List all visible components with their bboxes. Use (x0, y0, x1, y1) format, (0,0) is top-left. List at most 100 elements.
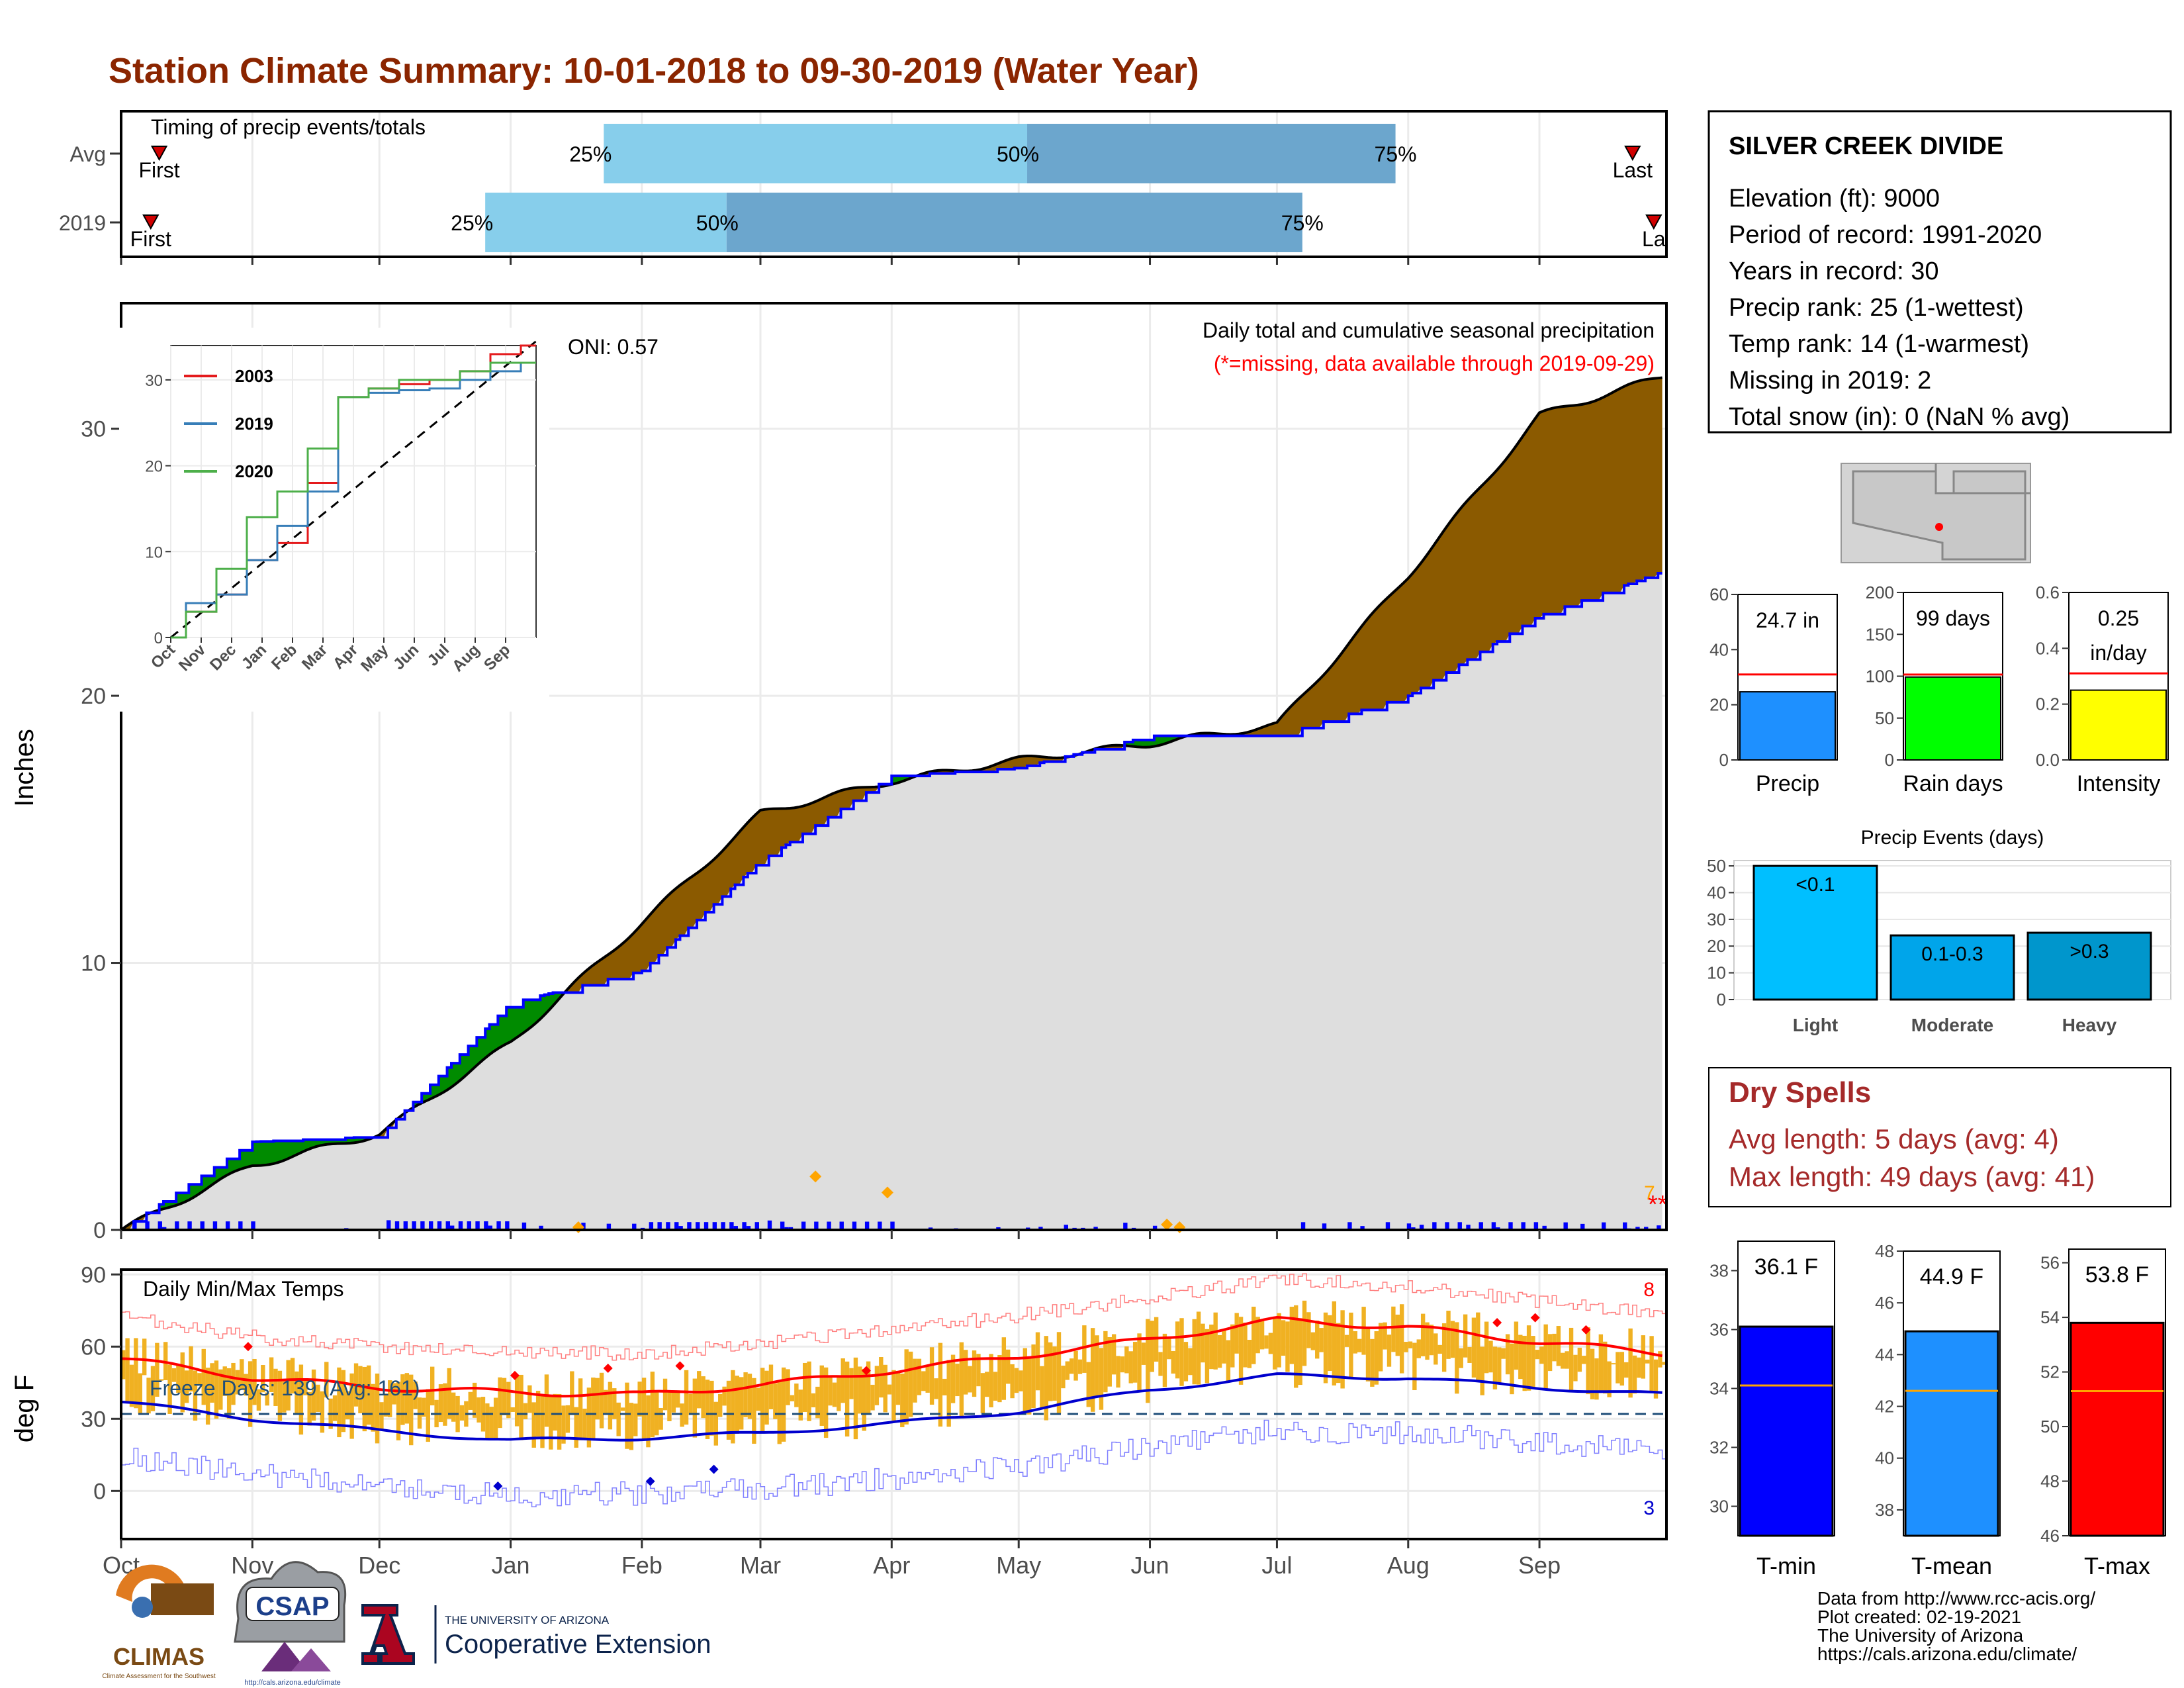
daily-temp-bar (298, 1364, 304, 1435)
daily-temp-bar (1526, 1325, 1531, 1391)
daily-temp-bar (1273, 1317, 1277, 1370)
daily-precip-bar (445, 1221, 450, 1230)
summary-bar-label: Rain days (1903, 771, 2003, 796)
daily-temp-bar (735, 1376, 739, 1434)
daily-precip-bar (852, 1221, 857, 1230)
daily-temp-bar (138, 1373, 142, 1414)
daily-temp-bar (1573, 1354, 1578, 1382)
daily-temp-bar (692, 1378, 698, 1438)
daily-temp-bar (705, 1380, 710, 1440)
last-event-marker (1624, 146, 1641, 162)
daily-temp-bar (997, 1354, 1002, 1403)
daily-temp-bar (1090, 1328, 1095, 1412)
daily-precip-bar (225, 1221, 230, 1230)
daily-temp-bar (942, 1378, 947, 1395)
daily-temp-bar (265, 1392, 269, 1406)
daily-precip-bar (632, 1223, 637, 1230)
daily-temp-bar (1188, 1348, 1193, 1376)
summary-bar-value-unit: in/day (2090, 641, 2146, 665)
daily-precip-bar (420, 1221, 425, 1230)
daily-temp-bar (1611, 1363, 1616, 1365)
record-high-marker (243, 1342, 253, 1352)
daily-temp-bar (667, 1390, 672, 1421)
record-high-marker (861, 1366, 871, 1376)
daily-temp-bar (798, 1389, 803, 1421)
daily-temp-bar (1289, 1307, 1295, 1364)
daily-temp-bar (1637, 1357, 1641, 1378)
daily-temp-bar (1535, 1350, 1540, 1360)
summary-bar-value: 0.25 (2098, 606, 2139, 630)
daily-temp-bar (756, 1387, 760, 1411)
daily-temp-bar (786, 1369, 790, 1405)
record-low-marker (709, 1464, 719, 1474)
daily-temp-bar (913, 1358, 917, 1403)
daily-precip-bar (814, 1221, 819, 1230)
daily-temp-bar (1361, 1307, 1366, 1355)
daily-precip-bar (1360, 1226, 1365, 1230)
daily-temp-bar (1446, 1311, 1451, 1359)
daily-temp-bar (1556, 1326, 1561, 1366)
daily-temp-bar (908, 1351, 913, 1417)
precip-y-tick-label: 10 (81, 951, 106, 976)
timing-p50-label: 50% (696, 211, 739, 235)
temp-summary-label: T-max (2084, 1552, 2150, 1579)
daily-precip-bar (674, 1222, 679, 1230)
daily-temp-bar (794, 1383, 799, 1407)
temp-summary-label: T-mean (1911, 1552, 1992, 1579)
daily-temp-bar (451, 1392, 456, 1422)
daily-temp-bar (1365, 1327, 1371, 1382)
daily-temp-bar (1539, 1346, 1544, 1364)
daily-temp-bar (989, 1354, 993, 1407)
temp-summary-tmean: 38 40 42 44 46 48 44.9 F T-mean (1875, 1241, 2001, 1579)
daily-temp-bar (1662, 1362, 1666, 1365)
summary-bar-raindays: 0 50 100 150 200 99 days Rain days (1866, 583, 2003, 796)
daily-temp-bar (1132, 1342, 1138, 1383)
station-info-box: SILVER CREEK DIVIDE Elevation (ft): 9000… (1707, 110, 2172, 434)
daily-precip-bar (1508, 1222, 1513, 1230)
daily-precip-bar (1406, 1223, 1412, 1230)
daily-precip-bar (746, 1226, 751, 1230)
precip-y-tick-label: 20 (81, 684, 106, 709)
daily-temp-bar (895, 1370, 901, 1405)
daily-temp-bar (578, 1378, 583, 1440)
daily-temp-bar (773, 1383, 778, 1419)
daily-temp-bar (400, 1374, 405, 1425)
daily-temp-bar (701, 1376, 705, 1419)
daily-temp-bar (688, 1393, 693, 1415)
daily-precip-bar (539, 1225, 543, 1230)
month-label: May (996, 1552, 1041, 1579)
daily-precip-bar (458, 1221, 463, 1230)
normal-min-line (120, 1372, 1662, 1442)
daily-temp-bar (375, 1373, 380, 1444)
daily-temp-bar (1217, 1335, 1222, 1368)
temp-summary-tick-label: 38 (1875, 1500, 1894, 1520)
daily-temp-bar (1590, 1348, 1595, 1399)
first-event-marker (142, 214, 159, 230)
daily-precip-bar (429, 1221, 433, 1230)
daily-temp-bar (1547, 1334, 1553, 1372)
daily-precip-bar (1644, 1227, 1649, 1230)
daily-temp-bar (790, 1395, 795, 1401)
credit-line: https://cals.arizona.edu/climate/ (1817, 1644, 2077, 1664)
daily-temp-bar (811, 1393, 816, 1407)
daily-temp-bar (1467, 1347, 1472, 1363)
station-info-line: Missing in 2019: 2 (1729, 367, 1931, 395)
daily-temp-bar (726, 1380, 731, 1440)
daily-temp-bar (1653, 1359, 1659, 1399)
daily-temp-bar (244, 1374, 248, 1396)
daily-temp-bar (341, 1370, 346, 1432)
last-event-marker (1645, 214, 1662, 230)
summary-bar-tick-label: 0.0 (2036, 750, 2060, 770)
freeze-days-label: Freeze Days: 139 (Avg: 161) (150, 1376, 420, 1400)
daily-temp-bar (883, 1364, 887, 1413)
daily-temp-bar (853, 1357, 858, 1440)
daily-temp-bar (1501, 1348, 1506, 1359)
summary-bar-value: 99 days (1916, 606, 1990, 630)
missing-note: (*=missing, data available through 2019-… (1214, 352, 1655, 375)
daily-precip-bar (696, 1222, 700, 1230)
climas-tagline: Climate Assessment for the Southwest (102, 1673, 215, 1680)
daily-precip-bar (1466, 1225, 1471, 1230)
daily-temp-bar (345, 1391, 350, 1420)
daily-precip-bar (704, 1222, 709, 1230)
